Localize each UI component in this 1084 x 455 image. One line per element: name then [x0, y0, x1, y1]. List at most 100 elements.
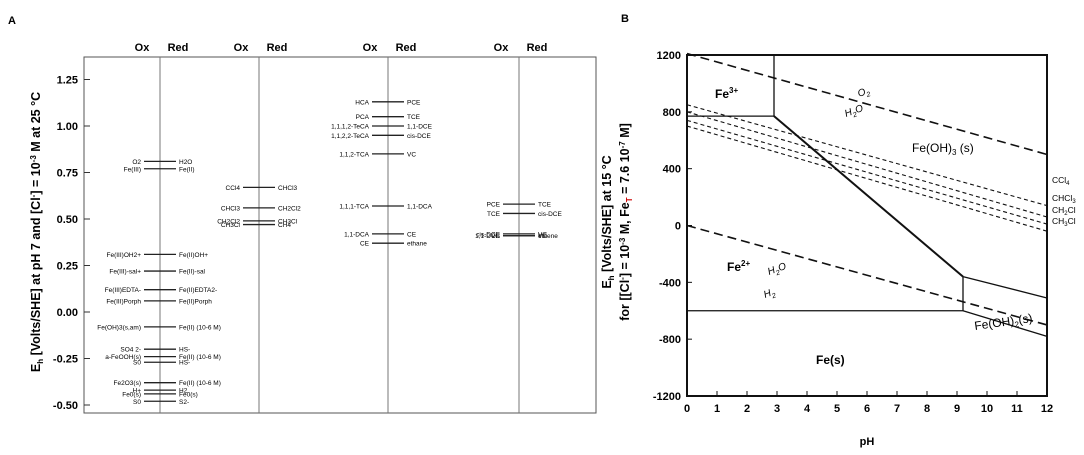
- couple-red-label: PCE: [407, 99, 421, 106]
- panel-a-ytick-label: 0.50: [57, 214, 78, 226]
- couple-ox-label: S0: [133, 360, 141, 367]
- couple-marker: 1,1,1-TCA 1,1-DCA: [339, 203, 432, 210]
- panel-a-letter: A: [8, 15, 16, 27]
- couple-ox-label: cis-DCE: [476, 231, 500, 238]
- panel-a-ylabel: Eh [Volts/SHE] at pH 7 and [Cl-] = 10-3 …: [29, 92, 45, 372]
- couple-red-label: TCE: [407, 114, 421, 121]
- couple-red-label: CH4: [278, 222, 291, 229]
- panel-b-xlabel: pH: [860, 436, 875, 448]
- couple-ox-label: SO4 2-: [120, 347, 141, 354]
- panel-b-ytick-label: -1200: [653, 391, 681, 403]
- couple-red-label: CH2Cl2: [278, 205, 301, 212]
- series-line-fe-oh-3-fe-oh-2: [962, 276, 1048, 299]
- couple-red-label: cis-DCE: [538, 211, 562, 218]
- couple-marker: Fe(III) Fe(II): [124, 166, 195, 173]
- panel-a-header-red-3: Red: [396, 42, 417, 54]
- panel-a-header-ox-4: Ox: [494, 42, 510, 54]
- panel-a-y-axis: 1.25 1.00 0.75 0.50 0.25 0.00 -0.25 -0.50: [53, 75, 90, 412]
- couple-marker: CH2Cl2 CH3Cl: [217, 218, 297, 225]
- region-fe2-label: Fe2+: [727, 259, 750, 274]
- couple-marker: 1,1,1,2-TeCA 1,1-DCE: [331, 124, 433, 131]
- chcl3-label: CHCl3: [1052, 193, 1076, 205]
- h2-line-label: H2: [762, 287, 777, 303]
- couple-ox-label: 1,1,2-TCA: [339, 151, 369, 158]
- couple-red-label: CE: [407, 231, 417, 238]
- panel-b-xtick-label: 9: [954, 403, 960, 415]
- panel-b-xtick-label: 0: [684, 403, 690, 415]
- panel-b-xtick-label: 4: [804, 403, 811, 415]
- couple-red-label: CH3Cl: [278, 218, 298, 225]
- series-line-fe-oh-2-fe-s-: [962, 310, 1048, 337]
- couple-red-label: HS-: [179, 360, 190, 367]
- couple-marker: CE ethane: [360, 241, 427, 248]
- couple-marker: PCA TCE: [356, 114, 421, 121]
- couple-ox-label: CH2Cl2: [217, 218, 240, 225]
- couple-ox-label: CH3Cl: [221, 222, 241, 229]
- couple-ox-label: Fe(III): [124, 166, 141, 173]
- couple-red-label: TCE: [538, 202, 552, 209]
- couple-marker: 1,1,2,2-TeCA cis-DCE: [331, 133, 431, 140]
- couple-marker: Fe(III)EDTA- Fe(II)EDTA2-: [105, 287, 218, 294]
- couple-marker: HCA PCE: [355, 99, 421, 106]
- region-fe3-label: Fe3+: [715, 86, 738, 101]
- panel-a-ytick-label: -0.50: [53, 400, 78, 412]
- panel-a-ytick-label: 0.00: [57, 307, 78, 319]
- panel-b-ytick-label: 1200: [657, 50, 681, 62]
- h2o-bottom-line-label: H2O: [766, 261, 788, 280]
- couple-red-label: Fe(II)Porph: [179, 298, 212, 305]
- panel-a-frame: [83, 56, 597, 414]
- couple-red-label: Fe(II) (10-6 M): [179, 380, 221, 387]
- couple-marker: O2 H2O: [132, 159, 192, 166]
- couple-ox-label: TCE: [487, 211, 501, 218]
- panel-a-header-red-4: Red: [527, 42, 548, 54]
- region-fes-label: Fe(s): [816, 353, 845, 367]
- panel-b-frame: [686, 54, 1048, 397]
- panel-a-ytick-label: 1.25: [57, 75, 78, 87]
- couple-ox-label: Fe(III)OH2+: [107, 252, 142, 259]
- couple-marker: S0 HS-: [133, 360, 190, 367]
- panel-b-xtick-label: 5: [834, 403, 840, 415]
- couple-red-label: Fe(II)OH+: [179, 252, 208, 259]
- ccl4-label: CCl4: [1052, 175, 1070, 187]
- couple-ox-label: 1,1,2,2-TeCA: [331, 133, 370, 140]
- couple-marker: S0 S2-: [133, 399, 189, 406]
- panel-b-xtick-label: 8: [924, 403, 930, 415]
- couple-ox-label: 1,1,1,2-TeCA: [331, 124, 370, 131]
- panel-a-header-ox-3: Ox: [363, 42, 379, 54]
- couple-ox-label: CE: [360, 241, 370, 248]
- couple-ox-label: HCA: [355, 99, 369, 106]
- series-line-ch3cl: [686, 125, 1048, 232]
- couple-ox-label: Fe(OH)3(s,am): [97, 324, 141, 331]
- panel-a-header-ox-2: Ox: [234, 42, 250, 54]
- panel-a-header-red-2: Red: [267, 42, 288, 54]
- panel-b-ytick-label: -400: [659, 277, 681, 289]
- couple-red-label: VC: [538, 231, 547, 238]
- panel-a-header-ox-1: Ox: [135, 42, 151, 54]
- couple-red-label: S2-: [179, 399, 189, 406]
- panel-b-xtick-label: 12: [1041, 403, 1053, 415]
- o2-line-label: O2: [856, 85, 872, 101]
- couple-red-label: 1,1-DCE: [407, 124, 433, 131]
- couple-ox-label: 1,1-DCA: [344, 231, 370, 238]
- region-feoh2-label: Fe(OH)2(s): [973, 311, 1033, 335]
- couple-ox-label: CCl4: [226, 185, 241, 192]
- couple-marker: Fe(III)Porph Fe(II)Porph: [106, 298, 212, 305]
- panel-a-ytick-label: 1.00: [57, 121, 78, 133]
- couple-red-label: CHCl3: [278, 185, 298, 192]
- couple-red-label: Fe0(s): [179, 391, 198, 398]
- couple-ox-label: Fe(III)Porph: [106, 298, 141, 305]
- couple-marker: CHCl3 CH2Cl2: [221, 205, 301, 212]
- panel-b-ylabel-line1: Eh [Volts/SHE] at 15 °C: [600, 155, 616, 288]
- couple-marker: a-FeOOH(s) Fe(II) (10-6 M): [105, 354, 221, 361]
- couple-ox-label: H+: [133, 388, 142, 395]
- couple-red-label: VC: [407, 151, 416, 158]
- couple-marker: Fe2O3(s) Fe(II) (10-6 M): [114, 380, 221, 387]
- couple-ox-label: O2: [132, 159, 141, 166]
- couple-red-label: H2: [179, 388, 188, 395]
- couple-ox-label: Fe(III)-sal+: [109, 269, 141, 276]
- couple-marker: TCE cis-DCE: [487, 211, 562, 218]
- series-line-ccl4: [686, 104, 1048, 207]
- panel-b-xtick-label: 1: [714, 403, 720, 415]
- couple-marker: CH3Cl CH4: [221, 222, 292, 229]
